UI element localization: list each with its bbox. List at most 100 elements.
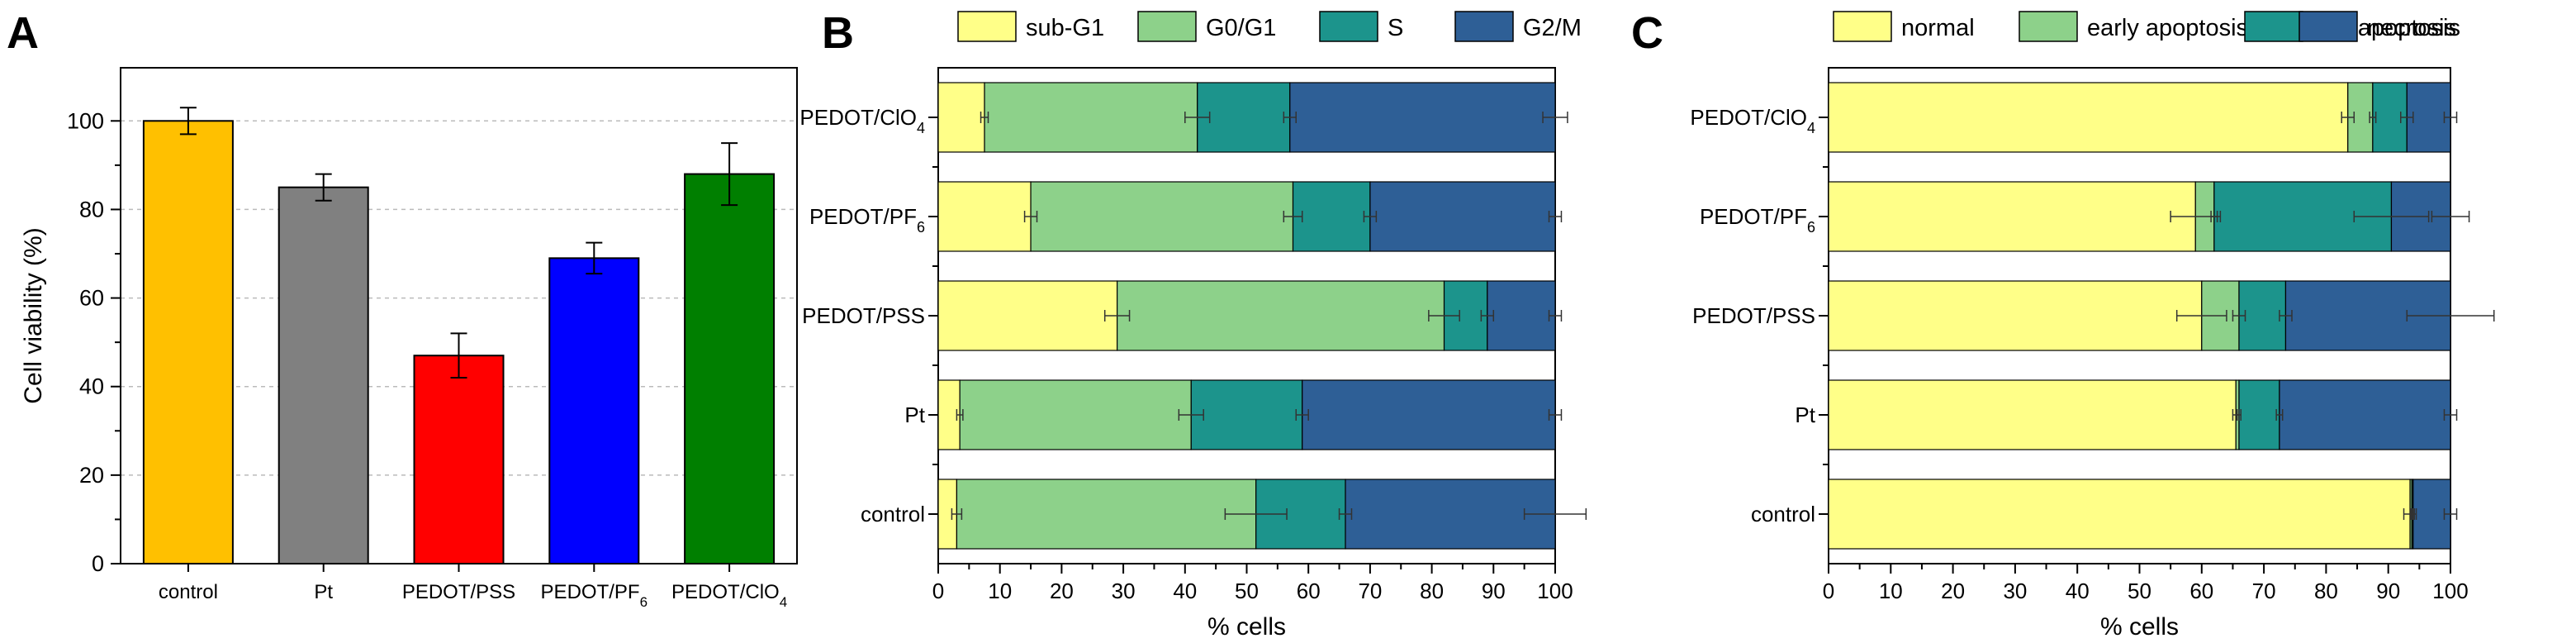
c-y-tick-label-control-main: control	[1751, 502, 1815, 526]
a-bar-pedot-pss	[413, 355, 505, 565]
c-legend-label-normal: normal	[1901, 15, 1975, 41]
c-x-tick-label: 20	[1941, 579, 1965, 603]
b-x-tick-label: 40	[1173, 579, 1197, 603]
c-y-tick-label-pedot-pss-main: PEDOT/PSS	[1692, 303, 1815, 328]
b-y-tick-label-pedot-clo4-main: PEDOT/ClO	[799, 105, 917, 130]
b-y-tick-label-pedot-pf6: PEDOT/PF6	[809, 204, 925, 236]
a-x-tick-label-pedot-pss-main: PEDOT/PSS	[402, 581, 515, 603]
b-y-tick-label-pt: Pt	[904, 402, 925, 427]
panel-letter-c: C	[1631, 8, 1663, 58]
b-x-tick-label: 50	[1235, 579, 1259, 603]
b-x-axis-label: % cells	[1207, 613, 1286, 641]
c-x-tick-label: 40	[2066, 579, 2090, 603]
c-legend-label-necrosis: necrosis	[2367, 15, 2456, 41]
b-y-tick-label-pedot-pf6-main: PEDOT/PF	[809, 204, 917, 229]
a-bar-pt	[278, 186, 369, 564]
b-legend-label-s: S	[1388, 15, 1403, 41]
c-x-tick-label: 90	[2376, 579, 2400, 603]
panel-letter-a: A	[7, 8, 39, 58]
panel-letter-b: B	[822, 8, 854, 58]
b-bar-pedot-clo4-s	[1197, 82, 1291, 153]
a-x-tick-label-pedot-pf6-main: PEDOT/PF	[541, 581, 640, 603]
b-bar-pt-s	[1190, 379, 1303, 450]
c-y-tick-label-pedot-clo4: PEDOT/ClO4	[1690, 105, 1815, 136]
b-legend-label-sub-g1: sub-G1	[1026, 15, 1104, 41]
b-legend-label-g0-g1: G0/G1	[1206, 15, 1276, 41]
c-x-tick-label: 30	[2003, 579, 2027, 603]
b-x-tick-label: 70	[1358, 579, 1382, 603]
a-y-tick-label: 0	[92, 551, 104, 576]
b-bar-pedot-pf6-sub-g1	[937, 181, 1032, 252]
c-y-tick-label-control: control	[1751, 502, 1815, 526]
b-x-tick-label: 60	[1297, 579, 1321, 603]
a-bar-control	[142, 120, 234, 565]
b-bar-pedot-pss-sub-g1	[937, 280, 1118, 351]
c-legend-swatch-early-apoptosis	[2019, 11, 2078, 42]
b-bar-pedot-clo4-g0-g1	[984, 82, 1198, 153]
a-x-tick-label-pedot-clo4-main: PEDOT/ClO	[671, 581, 780, 603]
a-y-tick-label: 80	[79, 197, 104, 221]
c-bar-pedot-pf6-normal	[1828, 181, 2196, 252]
c-bar-pedot-pss-normal	[1828, 280, 2203, 351]
a-x-tick-label-pt-main: Pt	[314, 581, 333, 603]
c-x-tick-label: 60	[2189, 579, 2213, 603]
b-x-tick-label: 80	[1420, 579, 1444, 603]
b-y-tick-label-control-main: control	[861, 502, 925, 526]
a-x-tick-label-pedot-pss: PEDOT/PSS	[402, 581, 515, 603]
c-x-tick-label: 10	[1879, 579, 1903, 603]
c-bar-pedot-clo4-normal	[1828, 82, 2349, 153]
c-legend-swatch-late-apoptosis	[2244, 11, 2303, 42]
a-x-tick-label-pedot-pf6-sub: 6	[640, 594, 648, 610]
b-y-tick-label-pedot-clo4: PEDOT/ClO4	[799, 105, 925, 136]
b-x-tick-label: 90	[1482, 579, 1506, 603]
b-legend-swatch-g2-m	[1454, 11, 1514, 42]
c-x-tick-label: 100	[2432, 579, 2468, 603]
a-x-tick-label-pt: Pt	[314, 581, 333, 603]
c-y-tick-label-pedot-pf6: PEDOT/PF6	[1700, 204, 1815, 236]
a-bar-pedot-clo4	[684, 173, 776, 564]
panel-b-chart: 0 10 20 30 40 50 60 70 80 90 100% cellsPEDOT/ClO4P…	[799, 11, 1587, 641]
a-x-tick-label-pedot-clo4-sub: 4	[780, 594, 787, 610]
c-x-axis-label: % cells	[2100, 613, 2179, 641]
b-bar-pt-g0-g1	[959, 379, 1192, 450]
a-y-tick-label: 60	[79, 286, 104, 311]
a-x-tick-label-pedot-pf6: PEDOT/PF6	[541, 581, 648, 610]
b-bar-pedot-clo4-sub-g1	[937, 82, 985, 153]
c-x-tick-label: 0	[1823, 579, 1834, 603]
c-y-tick-label-pt: Pt	[1795, 402, 1815, 427]
b-y-tick-label-pedot-pss: PEDOT/PSS	[802, 303, 925, 328]
c-y-tick-label-pedot-pf6-main: PEDOT/PF	[1700, 204, 1807, 229]
c-bar-pedot-pss-late-apoptosis	[2238, 280, 2287, 351]
b-bar-pedot-pf6-g2-m	[1369, 181, 1556, 252]
c-bar-pt-necrosis	[2279, 379, 2451, 450]
b-x-tick-label: 0	[932, 579, 944, 603]
c-y-tick-label-pedot-pss: PEDOT/PSS	[1692, 303, 1815, 328]
b-bar-pedot-clo4-g2-m	[1289, 82, 1556, 153]
b-bar-pedot-pss-g0-g1	[1117, 280, 1445, 351]
b-y-tick-label-pedot-clo4-sub: 4	[917, 120, 925, 136]
b-y-tick-label-control: control	[861, 502, 925, 526]
b-y-tick-label-pedot-pf6-sub: 6	[917, 219, 925, 236]
c-y-tick-label-pedot-clo4-sub: 4	[1807, 120, 1815, 136]
b-bar-control-g0-g1	[956, 479, 1257, 550]
panel-c-chart: 0 10 20 30 40 50 60 70 80 90 100% cellsPEDOT/ClO4P…	[1690, 11, 2495, 641]
b-bar-pedot-pf6-g0-g1	[1030, 181, 1294, 252]
c-legend-swatch-necrosis	[2298, 11, 2358, 42]
c-legend-label-early-apoptosis: early apoptosis	[2087, 15, 2248, 41]
c-bar-control-normal	[1828, 479, 2411, 550]
b-y-tick-label-pt-main: Pt	[904, 402, 925, 427]
b-bar-pedot-pf6-s	[1292, 181, 1371, 252]
a-y-axis-label: Cell viability (%)	[20, 227, 47, 403]
c-x-tick-label: 50	[2128, 579, 2151, 603]
b-legend-swatch-sub-g1	[957, 11, 1017, 42]
b-bar-pedot-pss-g2-m	[1487, 280, 1556, 351]
c-x-tick-label: 70	[2252, 579, 2276, 603]
c-legend-swatch-normal	[1833, 11, 1892, 42]
b-legend-swatch-g0-g1	[1137, 11, 1197, 42]
a-y-tick-label: 100	[67, 108, 104, 133]
a-y-tick-label: 20	[79, 463, 104, 488]
a-x-tick-label-control-main: control	[159, 581, 218, 603]
c-y-tick-label-pt-main: Pt	[1795, 402, 1815, 427]
